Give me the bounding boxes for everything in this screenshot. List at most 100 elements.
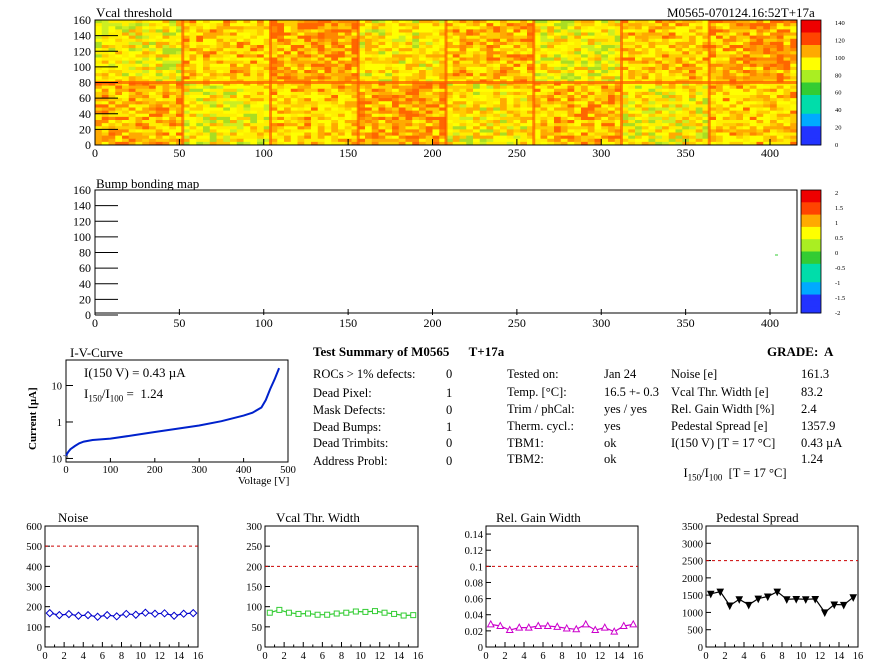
vcal-map-cell bbox=[452, 63, 460, 68]
vcal-map-cell bbox=[533, 95, 541, 99]
vcal-map-cell bbox=[466, 23, 474, 27]
vcal-map-cell bbox=[270, 38, 278, 43]
vcal-map-cell bbox=[587, 45, 595, 49]
vcal-map-cell bbox=[790, 110, 798, 115]
vcal-map-cell bbox=[128, 104, 136, 108]
vcal-map-cell bbox=[749, 82, 757, 87]
vcal-map-cell bbox=[479, 54, 487, 58]
vcal-map-cell bbox=[169, 51, 177, 55]
vcal-map-cell bbox=[189, 138, 197, 143]
vcal-map-cell bbox=[277, 66, 285, 71]
vcal-map-cell bbox=[419, 116, 427, 121]
bump-map-title: Bump bonding map bbox=[96, 176, 200, 191]
vcal-map-cell bbox=[655, 88, 663, 93]
vcal-map-cell bbox=[263, 45, 271, 49]
vcal-map-cell bbox=[763, 132, 771, 137]
vcal-map-cell bbox=[527, 113, 535, 118]
vcal-map-cell bbox=[101, 41, 109, 46]
vcal-map-cell bbox=[155, 38, 163, 43]
vcal-map-cell bbox=[169, 120, 177, 124]
vcal-map-cell bbox=[662, 20, 670, 24]
vcal-map-cell bbox=[223, 70, 231, 74]
vcal-map-cell bbox=[574, 129, 582, 133]
vcal-map-cell bbox=[702, 85, 710, 90]
vcal-map-cell bbox=[236, 76, 244, 80]
vcal-map-cell bbox=[486, 126, 494, 130]
vcal-map-cell bbox=[297, 57, 305, 62]
vcal-map-cell bbox=[709, 29, 717, 33]
vcal-map-cell bbox=[594, 51, 602, 55]
vcal-map-cell bbox=[398, 29, 406, 33]
vcal-map-cell bbox=[405, 41, 413, 46]
vcal-map-cell bbox=[189, 113, 197, 118]
bump-map-palette-band bbox=[801, 245, 821, 252]
vcal-map-cell bbox=[770, 41, 778, 46]
vcal-map-cell bbox=[338, 104, 346, 108]
pedestal-ytick-label: 1000 bbox=[682, 608, 703, 619]
vcal-map-cell bbox=[486, 73, 494, 77]
vcal-map-cell bbox=[675, 76, 683, 80]
vcal-map-cell bbox=[547, 120, 555, 124]
vcal-map-cell bbox=[162, 85, 170, 90]
vcal-map-cell bbox=[216, 76, 224, 80]
vcal-map-cell bbox=[587, 76, 595, 80]
vcal-map-cell bbox=[668, 73, 676, 77]
vcal-width-ytick-label: 200 bbox=[246, 562, 262, 573]
gain-width-ytick-label: 0.02 bbox=[465, 627, 483, 638]
summary-col2-value-0: Jan 24 bbox=[604, 367, 637, 381]
vcal-map-cell bbox=[695, 138, 703, 143]
vcal-map-cell bbox=[277, 91, 285, 96]
vcal-map-cell bbox=[527, 48, 535, 52]
vcal-map-cell bbox=[540, 73, 548, 77]
vcal-map-cell bbox=[243, 135, 251, 140]
vcal-map-cell bbox=[135, 23, 143, 27]
vcal-map-cell bbox=[398, 35, 406, 40]
vcal-map-cell bbox=[527, 91, 535, 96]
vcal-map-cell bbox=[493, 113, 501, 118]
vcal-map-cell bbox=[216, 32, 224, 37]
vcal-map-cell bbox=[567, 123, 575, 127]
vcal-map-cell bbox=[385, 41, 393, 46]
vcal-map-cell bbox=[709, 104, 717, 108]
vcal-map-cell bbox=[587, 110, 595, 115]
vcal-map-cell bbox=[655, 113, 663, 118]
vcal-map-ytick-label: 80 bbox=[79, 76, 91, 90]
vcal-map-cell bbox=[439, 82, 447, 87]
vcal-map-cell bbox=[709, 38, 717, 43]
vcal-map-cell bbox=[135, 57, 143, 62]
vcal-map-cell bbox=[473, 85, 481, 90]
vcal-map-cell bbox=[702, 23, 710, 27]
gain-width-ytick-label: 0.04 bbox=[465, 611, 484, 622]
vcal-map-cell bbox=[527, 85, 535, 90]
vcal-map-cell bbox=[722, 132, 730, 137]
vcal-map-cell bbox=[324, 66, 332, 71]
vcal-map-cell bbox=[277, 70, 285, 74]
vcal-map-cell bbox=[439, 110, 447, 115]
vcal-map-cell bbox=[493, 110, 501, 115]
vcal-map-cell bbox=[493, 135, 501, 140]
vcal-map-cell bbox=[547, 20, 555, 24]
vcal-map-cell bbox=[500, 20, 508, 24]
vcal-map-cell bbox=[493, 95, 501, 99]
vcal-map-cell bbox=[230, 123, 238, 127]
vcal-map-cell bbox=[648, 51, 656, 55]
vcal-map-cell bbox=[581, 107, 589, 112]
vcal-map-cell bbox=[209, 88, 217, 93]
vcal-map-cell bbox=[405, 120, 413, 124]
vcal-map-cell bbox=[189, 32, 197, 37]
vcal-map-cell bbox=[209, 45, 217, 49]
vcal-map-cell bbox=[311, 41, 319, 46]
vcal-map-cell bbox=[432, 85, 440, 90]
vcal-map-cell bbox=[776, 88, 784, 93]
vcal-map-cell bbox=[479, 32, 487, 37]
vcal-map-cell bbox=[216, 101, 224, 105]
vcal-map-cell bbox=[236, 104, 244, 108]
vcal-map-cell bbox=[628, 51, 636, 55]
vcal-map-cell bbox=[425, 32, 433, 37]
vcal-map-cell bbox=[358, 98, 366, 102]
vcal-map-cell bbox=[743, 135, 751, 140]
vcal-map-cell bbox=[729, 70, 737, 74]
vcal-map-cell bbox=[162, 132, 170, 137]
vcal-map-cell bbox=[419, 132, 427, 137]
vcal-map-cell bbox=[385, 138, 393, 143]
